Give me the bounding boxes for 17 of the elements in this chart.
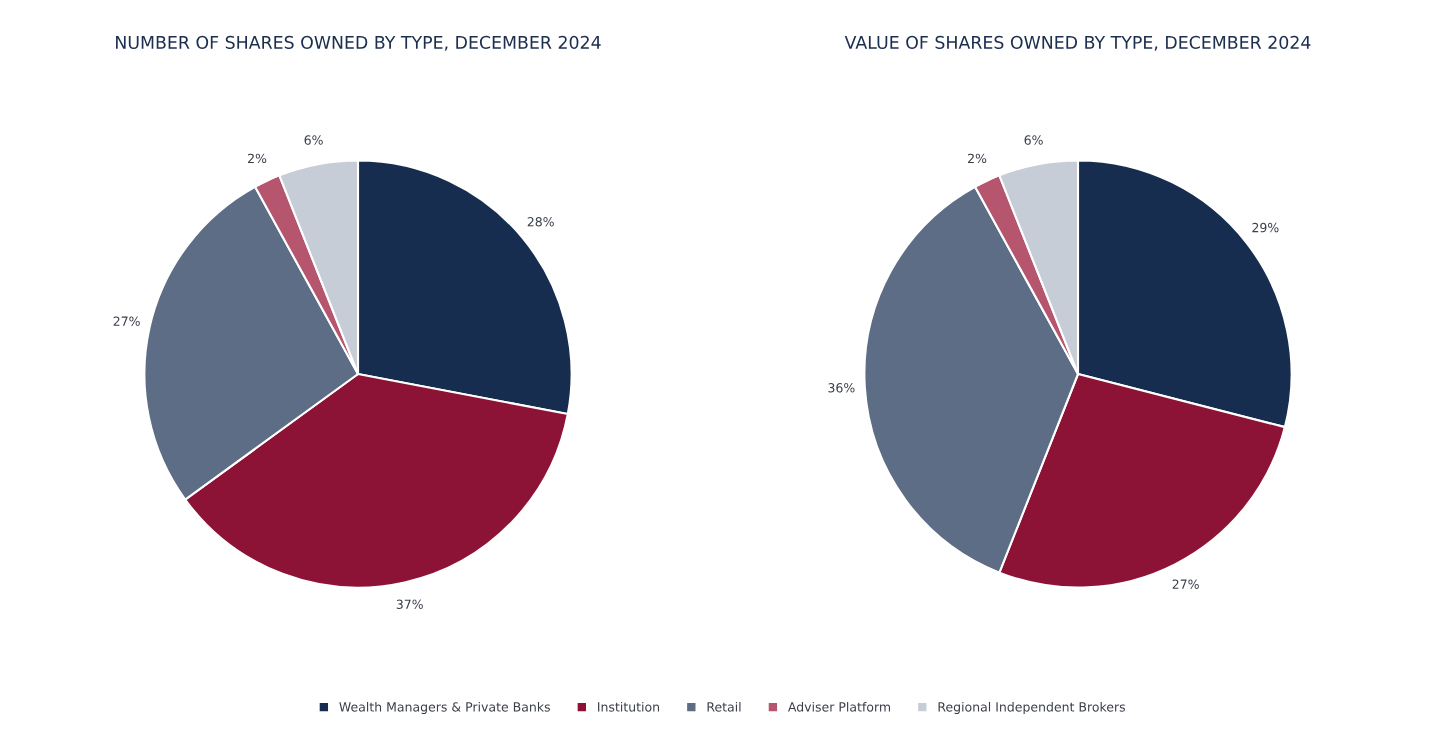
data-label: 27% <box>113 316 140 326</box>
chart-title: NUMBER OF SHARES OWNED BY TYPE, DECEMBER 2024 <box>116 35 601 51</box>
data-label: 36% <box>828 383 855 393</box>
data-label: 2% <box>248 153 267 164</box>
legend-label: Wealth Managers & Private Banks <box>339 701 550 715</box>
legend-label: Adviser Platform <box>788 701 891 712</box>
data-label: 2% <box>968 153 987 164</box>
chart-title: VALUE OF SHARES OWNED BY TYPE, DECEMBER 2024 <box>844 35 1311 51</box>
data-label: 29% <box>1252 222 1279 233</box>
legend-label: Retail <box>707 701 741 712</box>
data-label: 6% <box>1024 135 1043 145</box>
legend-label: Institution <box>598 701 660 712</box>
legend-label: Regional Independent Brokers <box>938 701 1126 715</box>
data-label: 6% <box>304 135 323 145</box>
data-label: 28% <box>527 217 554 227</box>
data-label: 27% <box>1172 579 1199 589</box>
data-label: 37% <box>396 599 423 610</box>
